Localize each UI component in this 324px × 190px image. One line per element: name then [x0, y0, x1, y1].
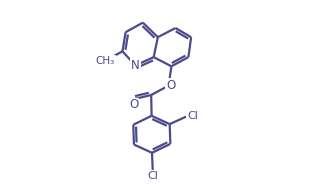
Text: Cl: Cl [147, 170, 158, 180]
Text: O: O [129, 98, 139, 112]
Text: O: O [166, 79, 175, 92]
Text: Cl: Cl [187, 111, 198, 121]
Text: N: N [131, 59, 140, 72]
Text: CH₃: CH₃ [96, 56, 115, 66]
